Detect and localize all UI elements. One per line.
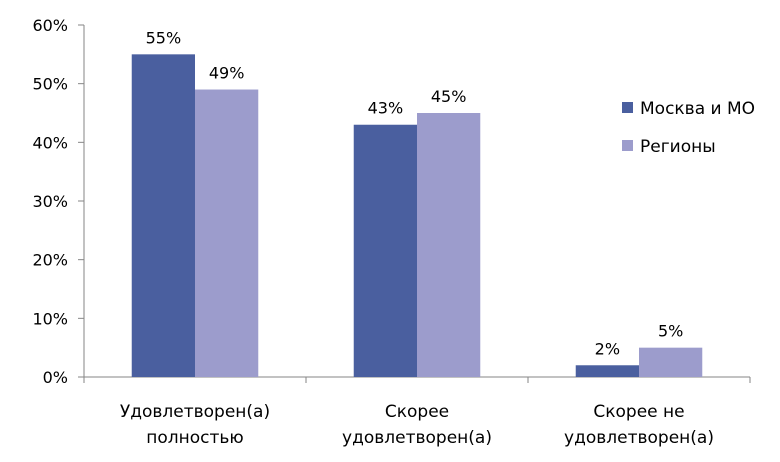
x-category-label: Удовлетворен(а) — [120, 402, 270, 422]
bar — [417, 113, 481, 377]
x-category-label: удовлетворен(а) — [564, 428, 714, 448]
legend-label: Регионы — [640, 137, 716, 157]
bar — [639, 347, 703, 377]
y-tick-label: 30% — [32, 192, 68, 211]
data-label: 43% — [368, 99, 404, 118]
bars — [131, 54, 703, 378]
x-category-label: удовлетворен(а) — [342, 428, 492, 448]
bar — [195, 89, 259, 378]
x-category-label: Скорее не — [593, 402, 684, 422]
x-category-label: Скорее — [385, 402, 449, 422]
x-axis: Удовлетворен(а) полностью Скорее удовлетвор… — [83, 376, 751, 448]
y-tick-label: 40% — [32, 133, 68, 152]
y-axis: 0% 10% 20% 30% 40% 50% 60% — [32, 16, 85, 387]
y-tick-label: 60% — [32, 16, 68, 35]
data-label: 55% — [146, 28, 182, 47]
y-tick-label: 20% — [32, 251, 68, 270]
data-label: 2% — [595, 339, 620, 358]
data-label: 45% — [431, 87, 467, 106]
legend-label: Москва и МО — [640, 99, 755, 119]
bar — [131, 54, 195, 377]
legend-swatch — [622, 140, 633, 151]
x-category-label: полностью — [146, 428, 243, 448]
data-label: 49% — [209, 64, 245, 83]
y-tick-label: 10% — [32, 309, 68, 328]
data-labels: 55% 49% 43% 45% 2% 5% — [146, 28, 684, 358]
y-tick-label: 0% — [43, 368, 68, 387]
y-tick-label: 50% — [32, 75, 68, 94]
legend: Москва и МО Регионы — [622, 99, 755, 157]
bar — [353, 124, 417, 377]
data-label: 5% — [658, 322, 683, 341]
bar — [575, 365, 639, 377]
legend-swatch — [622, 102, 633, 113]
